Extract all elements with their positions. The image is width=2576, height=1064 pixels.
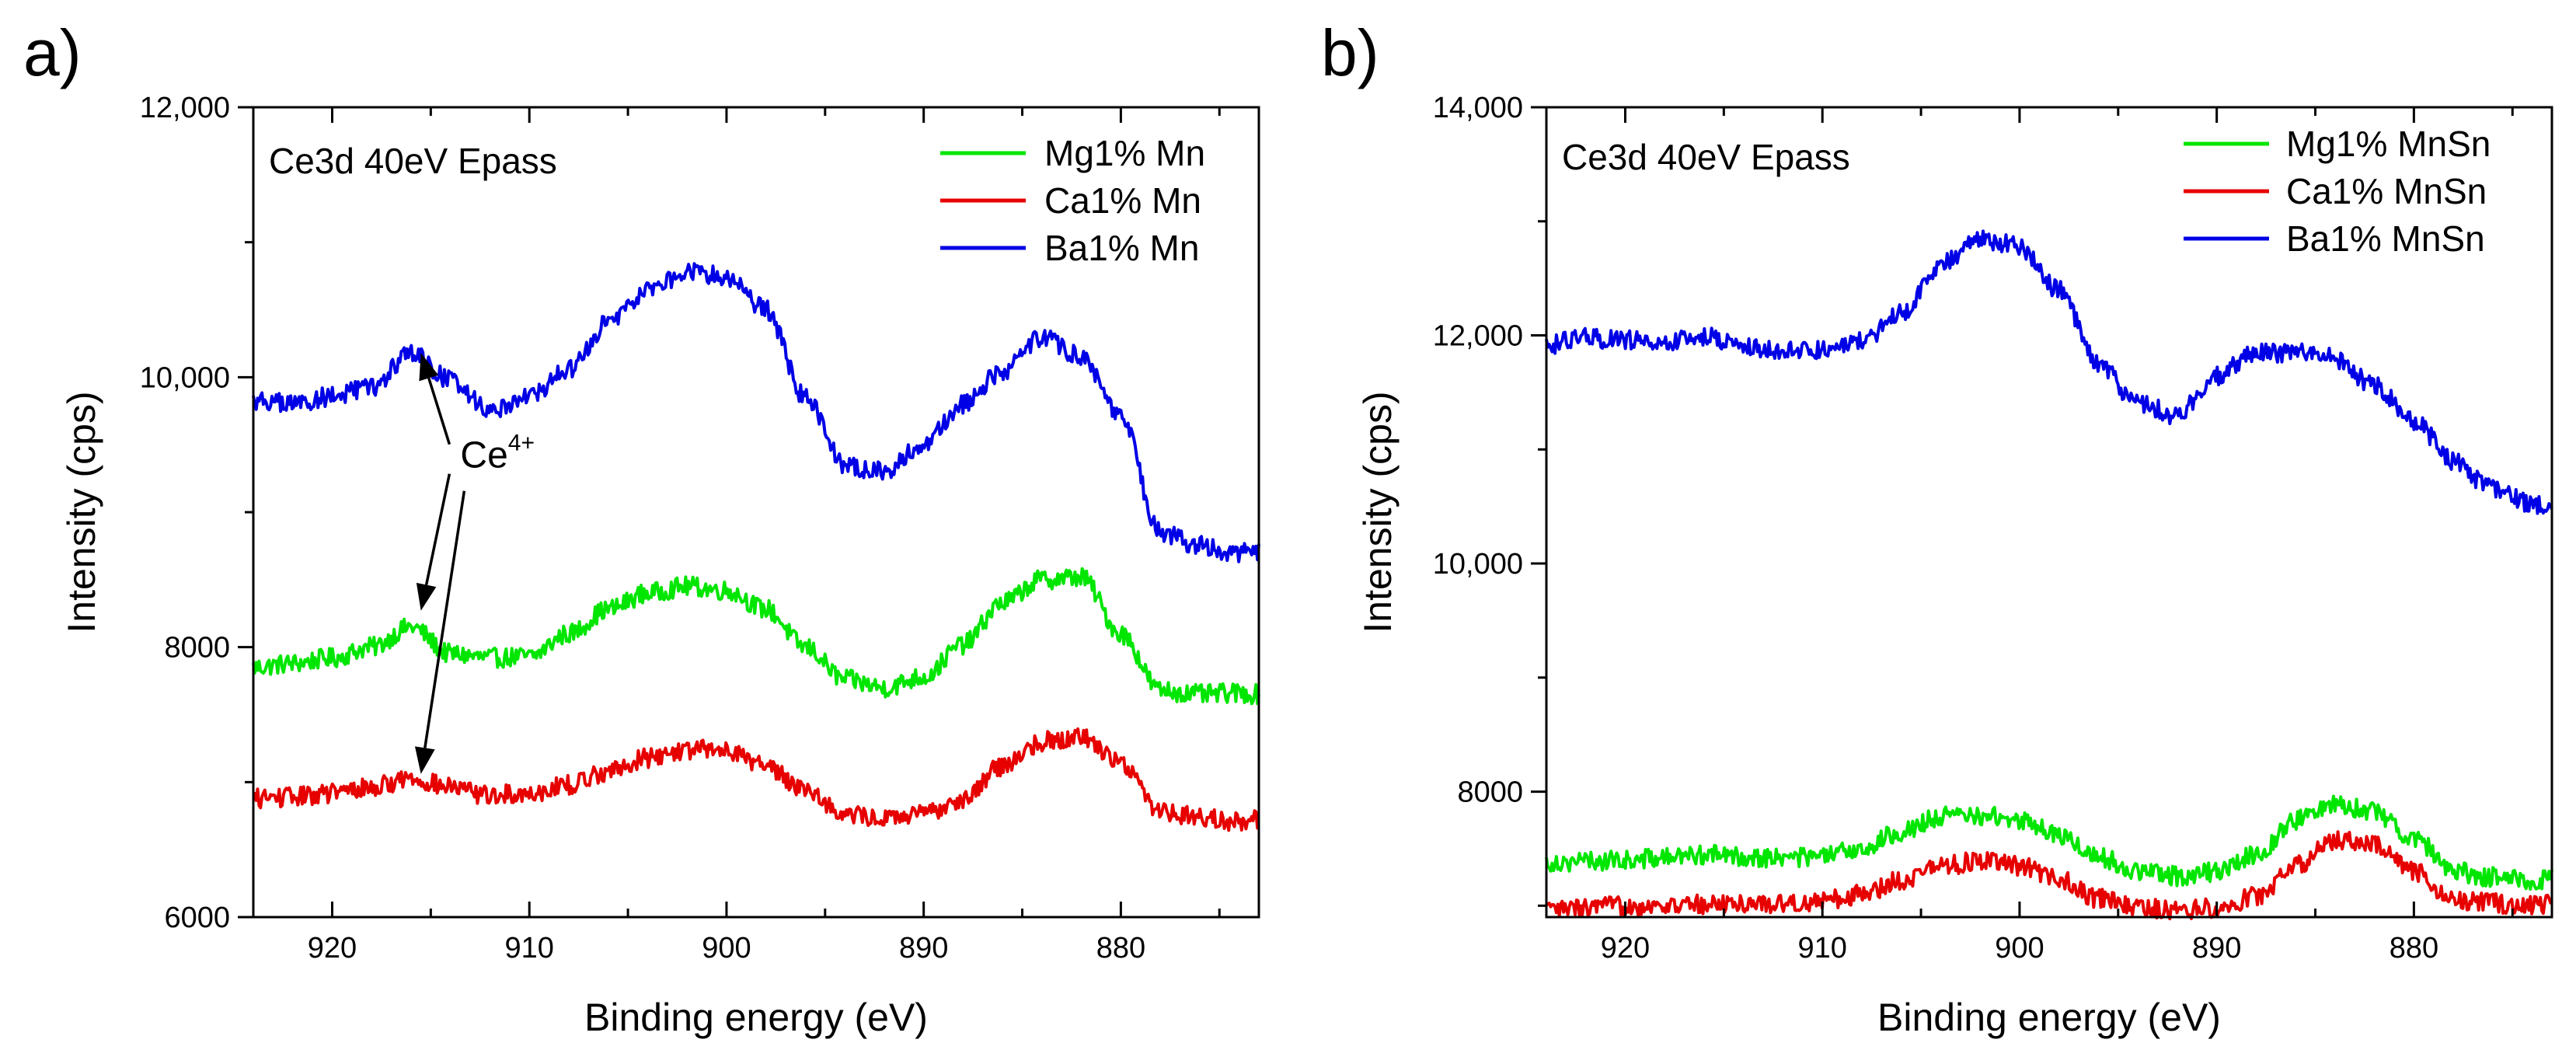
legend: Mg1% Mn Ca1% Mn Ba1% Mn — [940, 133, 1205, 268]
x-tick-label: 920 — [308, 932, 357, 965]
x-axis-title: Binding energy (eV) — [584, 996, 928, 1039]
series-line-ca1-mn — [253, 727, 1260, 832]
series-line-mg1-mnsn — [1545, 794, 2553, 891]
x-tick-label: 910 — [505, 932, 554, 965]
legend-entry: Ca1% MnSn — [2286, 171, 2487, 211]
y-tick-label: 8000 — [164, 632, 230, 665]
y-tick-label: 12,000 — [140, 92, 230, 124]
annotation-arrowhead — [419, 353, 439, 382]
x-tick-label: 880 — [2390, 932, 2438, 965]
y-tick-label: 10,000 — [140, 361, 230, 394]
y-axis-title: Intensity (cps) — [1356, 391, 1400, 633]
x-tick-label: 890 — [2192, 932, 2241, 965]
y-tick-label: 8000 — [1457, 776, 1523, 809]
y-tick-label: 6000 — [164, 902, 230, 934]
legend-entry: Ba1% Mn — [1044, 228, 1199, 268]
x-tick-label: 900 — [702, 932, 751, 965]
y-tick-label: 14,000 — [1433, 92, 1523, 124]
chart-title: Ce3d 40eV Epass — [269, 141, 557, 181]
x-tick-label: 910 — [1798, 932, 1847, 965]
series-line-ba1-mnsn — [1545, 229, 2553, 515]
annotation-superscript: 4+ — [508, 431, 535, 456]
chart-panel-b: b) 920 910 900 890 880 8000 10,000 12,000 14,000 B… — [1321, 16, 2553, 1039]
x-tick-label: 880 — [1096, 932, 1145, 965]
chart-panel-a: a) 920 910 900 890 880 6000 8000 10,000 12,000 Bin… — [23, 16, 1260, 1039]
y-tick-label: 10,000 — [1433, 548, 1523, 581]
x-tick-label: 890 — [899, 932, 948, 965]
annotation-label: Ce4+ — [460, 431, 535, 476]
annotation-arrowhead — [416, 582, 437, 611]
legend-entry: Ba1% MnSn — [2286, 218, 2485, 259]
y-tick-label: 12,000 — [1433, 320, 1523, 353]
y-axis-title: Intensity (cps) — [60, 391, 103, 633]
annotation-arrow — [424, 490, 466, 748]
chart-title: Ce3d 40eV Epass — [1562, 137, 1850, 177]
x-tick-label: 920 — [1601, 932, 1650, 965]
annotation-ce4plus: Ce4+ — [414, 353, 535, 774]
series-line-ca1-mnsn — [1545, 830, 2553, 921]
panel-label: a) — [23, 16, 82, 89]
legend-entry: Ca1% Mn — [1044, 180, 1201, 221]
plot-frame — [1545, 106, 2553, 919]
legend-entry: Mg1% Mn — [1044, 133, 1205, 173]
x-axis-title: Binding energy (eV) — [1877, 996, 2221, 1039]
panel-label: b) — [1321, 16, 1379, 89]
annotation-arrowhead — [414, 746, 435, 774]
legend: Mg1% MnSn Ca1% MnSn Ba1% MnSn — [2184, 124, 2491, 259]
series-line-mg1-mn — [252, 567, 1260, 706]
annotation-arrow — [424, 473, 451, 585]
legend-entry: Mg1% MnSn — [2286, 124, 2491, 164]
annotation-arrow — [427, 378, 451, 445]
series-line-ba1-mn — [252, 262, 1260, 563]
x-tick-label: 900 — [1995, 932, 2044, 965]
